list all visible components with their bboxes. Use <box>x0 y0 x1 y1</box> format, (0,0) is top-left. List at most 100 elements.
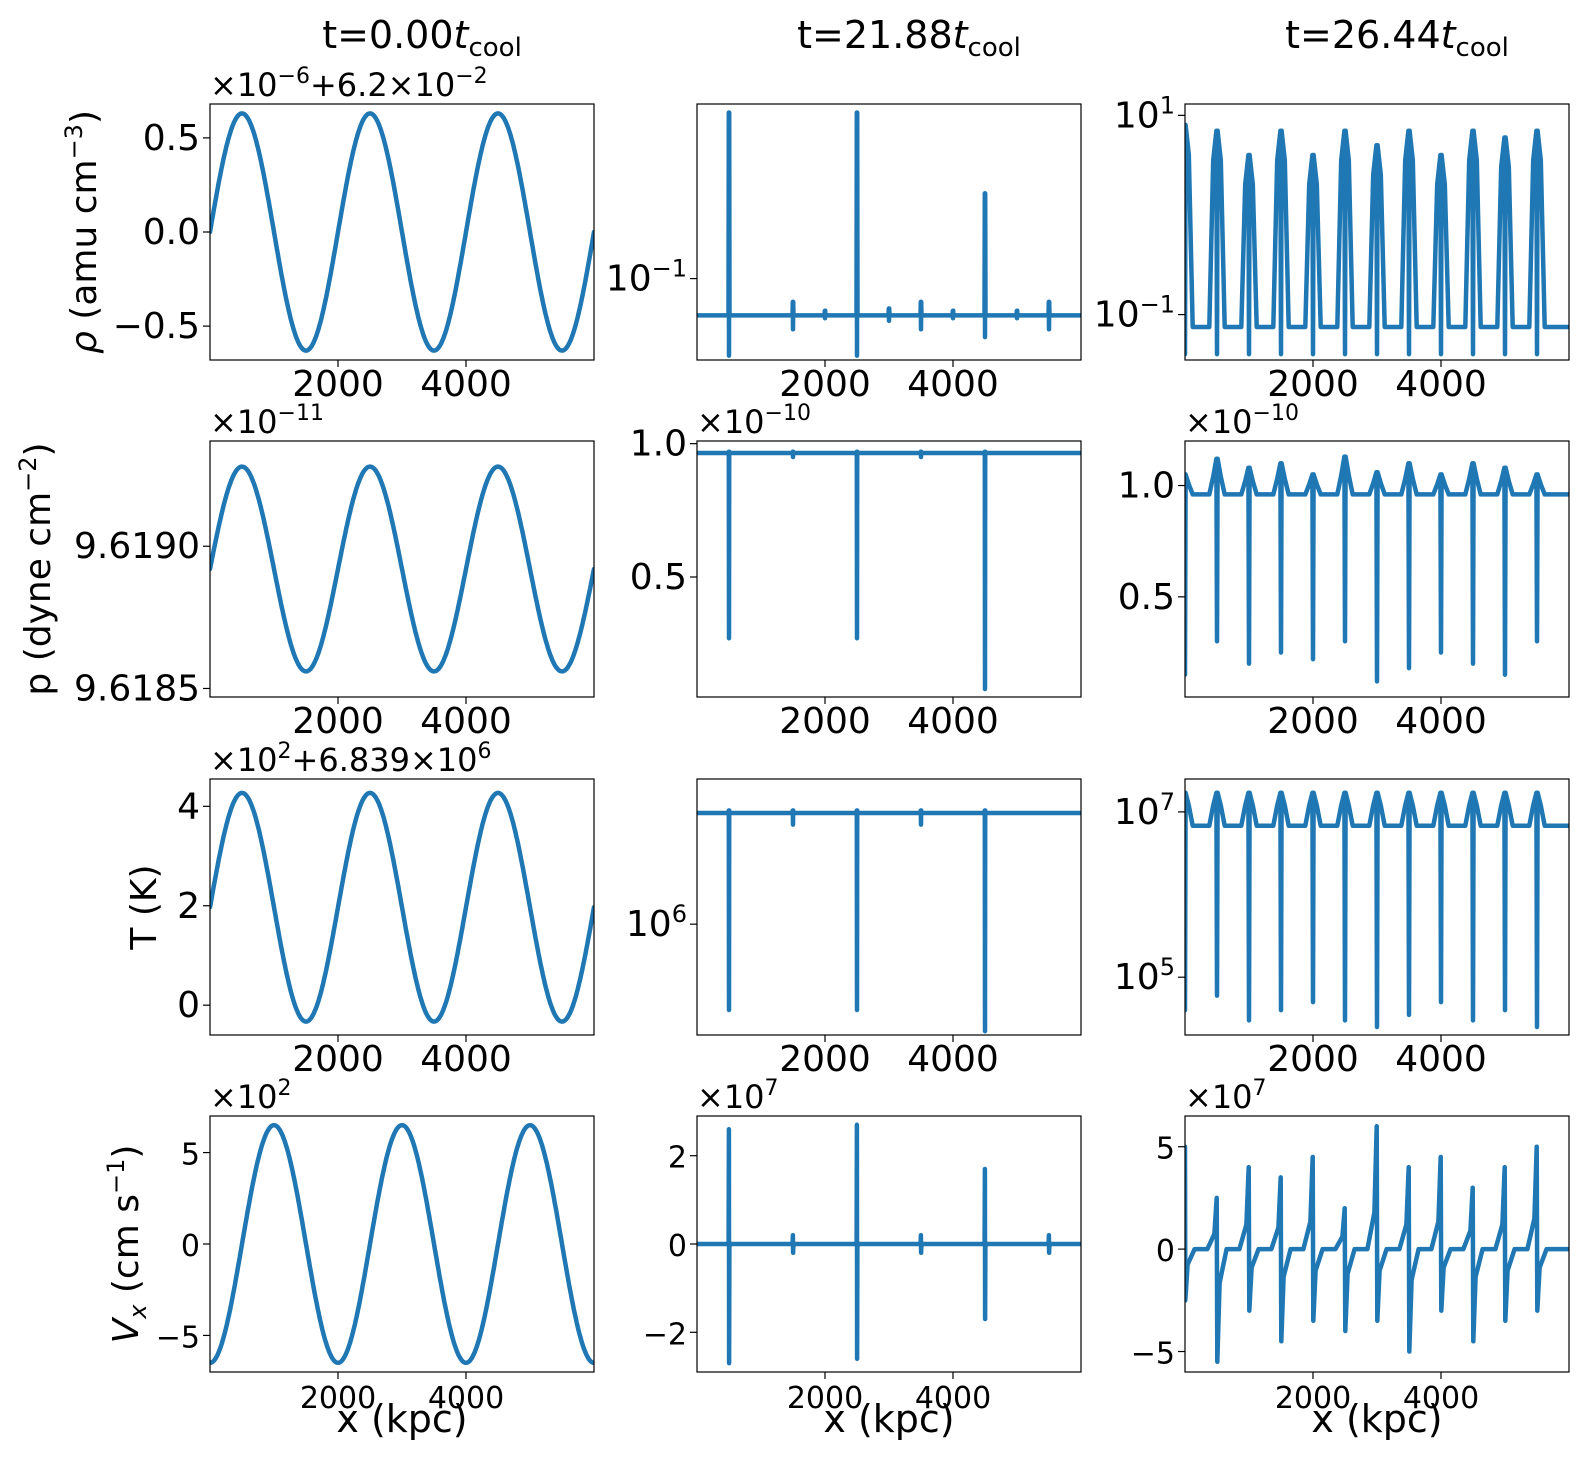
x-axis-label: x (kpc) <box>1311 1397 1442 1441</box>
panel-r2-c0: 2000 4000 4 2 0 ×102+6.839×106 <box>177 739 595 1080</box>
y-tick-label: 107 <box>1114 788 1175 833</box>
svg-text:p (dyne cm−2): p (dyne cm−2) <box>14 442 59 695</box>
y-tick-label: 1.0 <box>630 424 687 465</box>
axes-frame <box>696 103 1082 361</box>
axis-offset-label: ×10−11 <box>210 401 324 441</box>
y-tick-label: 101 <box>1114 91 1175 136</box>
column-title-1: t=21.88tcool <box>797 13 1021 63</box>
series-line-r3-c1 <box>697 1122 1081 1366</box>
series-line-r0-c0 <box>210 111 594 353</box>
axes-frame <box>1184 1115 1570 1373</box>
series-line-r2-c2 <box>1185 790 1569 1030</box>
y-tick-label: 9.6185 <box>74 668 200 709</box>
series-line-r3-c0 <box>210 1122 594 1366</box>
x-tick-label: 4000 <box>907 701 999 742</box>
y-tick-label: 10−1 <box>1094 291 1175 336</box>
column-title-0: t=0.00tcool <box>322 13 522 63</box>
x-axis-label: x (kpc) <box>336 1397 467 1441</box>
x-tick-label: 4000 <box>907 364 999 405</box>
svg-text:T (K): T (K) <box>124 864 165 950</box>
series-line-r2-c1 <box>697 808 1081 1034</box>
panel-r0-c0: 2000 4000 0.5 0.0 −0.5 ×10−6+6.2×10−2 <box>113 64 595 405</box>
y-tick-label: 106 <box>626 900 687 945</box>
series-line-r0-c1 <box>697 110 1081 358</box>
row-ylabel-3: Vx (cm s−1) <box>102 1145 152 1344</box>
y-tick-label: 0.5 <box>143 118 200 159</box>
row-ylabel-2: T (K) <box>124 864 165 950</box>
y-tick-label: 4 <box>177 786 200 827</box>
x-tick-label: 4000 <box>420 364 512 405</box>
y-tick-label: 0.5 <box>630 557 687 598</box>
y-tick-label: 0.5 <box>1118 577 1175 618</box>
y-tick-label: 0.0 <box>143 212 200 253</box>
x-tick-label: 2000 <box>779 1039 871 1080</box>
axes-frame <box>209 440 595 698</box>
x-tick-label: 4000 <box>1395 364 1487 405</box>
y-tick-label: 2 <box>668 1141 687 1176</box>
x-tick-label: 2000 <box>779 701 871 742</box>
y-tick-label: 10−1 <box>606 255 687 300</box>
axis-offset-label: ×10−10 <box>1185 401 1299 441</box>
axis-offset-label: ×102+6.839×106 <box>210 739 491 779</box>
y-tick-label: −0.5 <box>113 306 200 347</box>
series-line-r3-c2 <box>1185 1123 1569 1365</box>
y-tick-label: 5 <box>181 1138 200 1173</box>
row-ylabel-1: p (dyne cm−2) <box>14 442 59 695</box>
x-tick-label: 4000 <box>907 1039 999 1080</box>
x-tick-label: 4000 <box>420 701 512 742</box>
axis-offset-label: ×102 <box>210 1076 292 1116</box>
column-title-2: t=26.44tcool <box>1285 13 1509 63</box>
row-ylabel-0: ρ (amu cm−3) <box>60 110 105 354</box>
x-tick-label: 2000 <box>292 364 384 405</box>
svg-text:ρ (amu cm−3): ρ (amu cm−3) <box>60 110 105 354</box>
y-tick-label: 0 <box>1156 1234 1175 1269</box>
axes-frame <box>1184 440 1570 698</box>
x-tick-label: 4000 <box>428 1381 504 1416</box>
axes-frame <box>696 440 1082 698</box>
y-tick-label: 9.6190 <box>74 526 200 567</box>
x-tick-label: 2000 <box>1267 1039 1359 1080</box>
y-tick-label: −2 <box>643 1317 687 1352</box>
y-tick-label: 0 <box>177 985 200 1026</box>
x-tick-label: 2000 <box>1275 1381 1351 1416</box>
series-line-r1-c1 <box>697 449 1081 692</box>
y-tick-label: 105 <box>1114 953 1175 998</box>
panel-r3-c2: 2000 4000 5 0 −5 ×107 x (kpc) <box>1131 1076 1570 1441</box>
y-tick-label: −5 <box>1131 1337 1175 1372</box>
panel-r0-c2: 2000 4000 101 10−1 <box>1094 91 1570 405</box>
y-tick-label: −5 <box>156 1320 200 1355</box>
x-tick-label: 2000 <box>292 701 384 742</box>
x-tick-label: 2000 <box>1267 364 1359 405</box>
panel-r2-c2: 2000 4000 107 105 <box>1114 778 1570 1080</box>
y-tick-label: 1.0 <box>1118 466 1175 507</box>
panel-r1-c2: 2000 4000 1.0 0.5 ×10−10 <box>1118 401 1570 742</box>
axes-frame <box>209 1115 595 1373</box>
svg-text:Vx (cm s−1): Vx (cm s−1) <box>102 1145 152 1344</box>
panel-r1-c1: 2000 4000 1.0 0.5 ×10−10 <box>630 401 1082 742</box>
x-tick-label: 2000 <box>300 1381 376 1416</box>
axes-frame <box>209 778 595 1036</box>
x-tick-label: 4000 <box>1395 701 1487 742</box>
panel-r1-c0: 2000 4000 9.6190 9.6185 ×10−11 <box>74 401 595 742</box>
axes-frame <box>1184 103 1570 361</box>
x-tick-label: 4000 <box>915 1381 991 1416</box>
x-tick-label: 2000 <box>292 1039 384 1080</box>
series-line-r1-c2 <box>1185 454 1569 684</box>
axis-offset-label: ×107 <box>1185 1076 1267 1116</box>
y-tick-label: 5 <box>1156 1132 1175 1167</box>
axis-offset-label: ×10−6+6.2×10−2 <box>210 64 488 104</box>
panel-r3-c1: 2000 4000 2 0 −2 ×107 x (kpc) <box>643 1076 1082 1441</box>
x-tick-label: 2000 <box>1267 701 1359 742</box>
panel-r2-c1: 2000 4000 106 <box>626 778 1082 1080</box>
series-line-r2-c0 <box>210 790 594 1024</box>
axis-offset-label: ×107 <box>697 1076 779 1116</box>
axes-frame <box>696 778 1082 1036</box>
y-tick-label: 0 <box>181 1229 200 1264</box>
x-tick-label: 4000 <box>1403 1381 1479 1416</box>
y-tick-label: 0 <box>668 1229 687 1264</box>
x-tick-label: 4000 <box>1395 1039 1487 1080</box>
x-tick-label: 4000 <box>420 1039 512 1080</box>
axes-frame <box>1184 778 1570 1036</box>
panel-r0-c1: 2000 4000 10−1 <box>606 103 1082 405</box>
